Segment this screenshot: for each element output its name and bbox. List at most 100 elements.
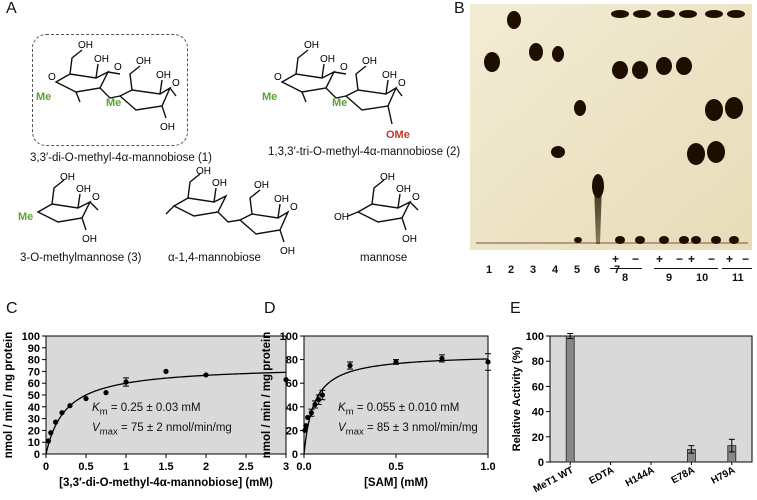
- x-tick-label: 3: [283, 461, 289, 473]
- y-tick-label: 40: [28, 402, 40, 414]
- compound-2-label: 1,3,3′-tri-O-methyl-4α-mannobiose (2): [268, 146, 461, 158]
- atom-oh: OH: [76, 184, 91, 195]
- data-point: [67, 403, 73, 409]
- atom-oh: OH: [402, 234, 417, 245]
- mannobiose-structure: OH OH OH OH O OH: [165, 166, 298, 256]
- x-tick-label: EDTA: [587, 465, 616, 487]
- y-tick-label: 90: [28, 343, 40, 355]
- data-point: [103, 390, 109, 396]
- x-tick-label: H79A: [709, 465, 737, 487]
- x-tick-label: 0: [43, 461, 49, 473]
- compound-1-label: 3,3′-di-O-methyl-4α-mannobiose (1): [30, 152, 213, 164]
- y-tick-label: 80: [532, 356, 544, 368]
- data-point: [45, 438, 52, 444]
- x-tick-label: E78A: [670, 465, 697, 486]
- lane-sign: −: [742, 252, 750, 266]
- chart-c-km: Km = 0.25 ± 0.03 mM: [92, 402, 201, 418]
- x-tick-label: 2.5: [238, 461, 253, 473]
- group-label: 10: [696, 272, 709, 284]
- y-tick-label: 30: [28, 414, 40, 426]
- atom-oh: OH: [212, 178, 227, 189]
- y-tick-label: 70: [28, 366, 40, 378]
- data-point: [283, 377, 289, 383]
- panel-letter-a: A: [6, 0, 17, 17]
- data-point: [347, 362, 353, 369]
- chart-d-vmax: Vmax = 85 ± 3 nmol/min/mg: [338, 422, 478, 438]
- atom-me: Me: [262, 91, 277, 103]
- lane-label: 1: [486, 264, 493, 276]
- lane-sign: −: [632, 252, 640, 266]
- x-axis-label: [3,3′-di-O-methyl-4α-mannobiose] (mM): [59, 477, 273, 489]
- atom-oh: OH: [380, 172, 395, 183]
- tlc-lane-labels: 1 2 3 4 5 6 7 + − + − + − + − 8 9 10 11: [470, 252, 752, 296]
- group-underline: [722, 268, 752, 269]
- plot-area: [549, 335, 753, 463]
- data-point: [302, 427, 308, 433]
- y-tick-label: 10: [28, 437, 40, 449]
- atom-me: Me: [332, 97, 347, 109]
- x-tick-label: H144A: [624, 465, 657, 489]
- mannobiose-label: α-1,4-mannobiose: [168, 252, 261, 264]
- atom-oh: OH: [136, 56, 151, 67]
- atom-o: O: [290, 202, 298, 213]
- group-underline: [686, 268, 718, 269]
- compound-1-highlight-box: [32, 34, 188, 146]
- y-tick-label: 0: [292, 449, 298, 461]
- data-point: [53, 419, 59, 425]
- y-tick-label: 20: [532, 432, 544, 444]
- atom-oh: OH: [396, 184, 411, 195]
- y-tick-label: 80: [28, 355, 40, 367]
- chart-c-vmax: Vmax = 75 ± 2 nmol/min/mg: [92, 422, 232, 438]
- atom-oh: OH: [254, 180, 269, 191]
- lane-label: 6: [594, 264, 601, 276]
- y-axis-label: nmol / min / mg protein: [261, 332, 273, 459]
- plot-area: [303, 335, 489, 455]
- y-tick-label: 80: [286, 355, 298, 367]
- atom-oh: OH: [82, 234, 97, 245]
- lane-label: 2: [508, 264, 515, 276]
- atom-o: O: [172, 78, 180, 89]
- group-underline: [610, 268, 642, 269]
- lane-label: 3: [530, 264, 537, 276]
- atom-o: O: [412, 192, 420, 203]
- atom-me: Me: [18, 211, 33, 223]
- y-tick-label: 100: [280, 331, 298, 343]
- atom-me: Me: [36, 91, 51, 103]
- y-tick-label: 0: [34, 449, 40, 461]
- atom-ome: OMe: [386, 129, 410, 141]
- group-label: 9: [666, 272, 673, 284]
- y-tick-label: 40: [286, 402, 298, 414]
- atom-o: O: [340, 62, 348, 73]
- mannose-label: mannose: [360, 252, 408, 264]
- lane-sign: +: [688, 252, 696, 266]
- data-point: [439, 355, 445, 362]
- data-point: [48, 430, 54, 436]
- panel-letter-c: C: [6, 300, 18, 317]
- y-tick-label: 50: [28, 390, 40, 402]
- panel-letter-d: D: [264, 300, 276, 317]
- atom-oh: OH: [362, 56, 377, 67]
- atom-oh: OH: [334, 212, 349, 223]
- panel-letter-b: B: [454, 0, 465, 17]
- lane-label: 5: [574, 264, 581, 276]
- atom-oh: OH: [280, 246, 295, 256]
- atom-oh: OH: [304, 40, 319, 51]
- lane-sign: +: [656, 252, 664, 266]
- group-underline: [654, 268, 686, 269]
- y-tick-label: 40: [532, 407, 544, 419]
- atom-oh: OH: [274, 194, 289, 205]
- y-axis-label: nmol / min / mg protein: [3, 332, 15, 459]
- y-tick-label: 60: [286, 378, 298, 390]
- atom-me: Me: [106, 97, 121, 109]
- mannose-structure: OH OH O OH OH: [334, 172, 420, 245]
- panel-letter-e: E: [510, 300, 521, 317]
- y-tick-label: 20: [286, 425, 298, 437]
- x-tick-label: 2: [203, 461, 209, 473]
- atom-oh: OH: [382, 70, 397, 81]
- compound-3-structure: OH OH O Me OH: [18, 172, 100, 245]
- y-tick-label: 60: [532, 381, 544, 393]
- data-point: [485, 359, 491, 365]
- compound-3-label: 3-O-methylmannose (3): [20, 252, 142, 264]
